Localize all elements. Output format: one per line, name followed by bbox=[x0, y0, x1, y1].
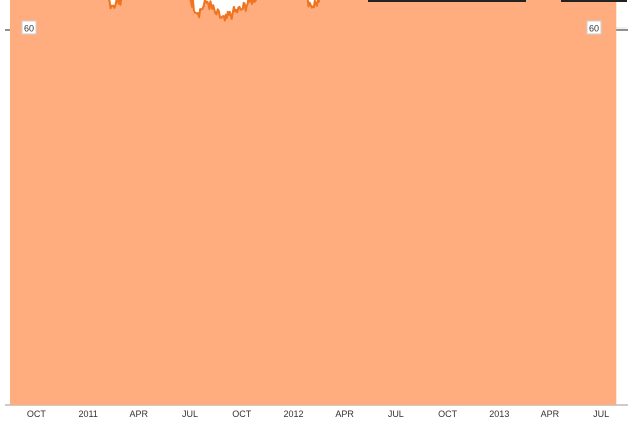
x-tick-label: APR bbox=[335, 409, 354, 419]
y-tick-label-right: 60 bbox=[589, 24, 599, 34]
x-tick-label: APR bbox=[541, 409, 560, 419]
top-edge-mark bbox=[561, 0, 627, 2]
top-edge-mark bbox=[368, 0, 526, 2]
x-tick-label: JUL bbox=[593, 409, 609, 419]
x-tick-label: 2012 bbox=[283, 409, 303, 419]
x-tick-label: OCT bbox=[438, 409, 458, 419]
y-tick-label-left: 60 bbox=[24, 24, 34, 34]
x-tick-label: APR bbox=[130, 409, 149, 419]
x-tick-label: OCT bbox=[232, 409, 252, 419]
x-tick-label: OCT bbox=[27, 409, 47, 419]
area-layer bbox=[10, 0, 617, 405]
series-area bbox=[10, 0, 616, 405]
x-tick-label: 2013 bbox=[489, 409, 509, 419]
x-tick-label: 2011 bbox=[78, 409, 97, 419]
x-tick-label: JUL bbox=[388, 409, 404, 419]
x-tick-label: JUL bbox=[182, 409, 198, 419]
